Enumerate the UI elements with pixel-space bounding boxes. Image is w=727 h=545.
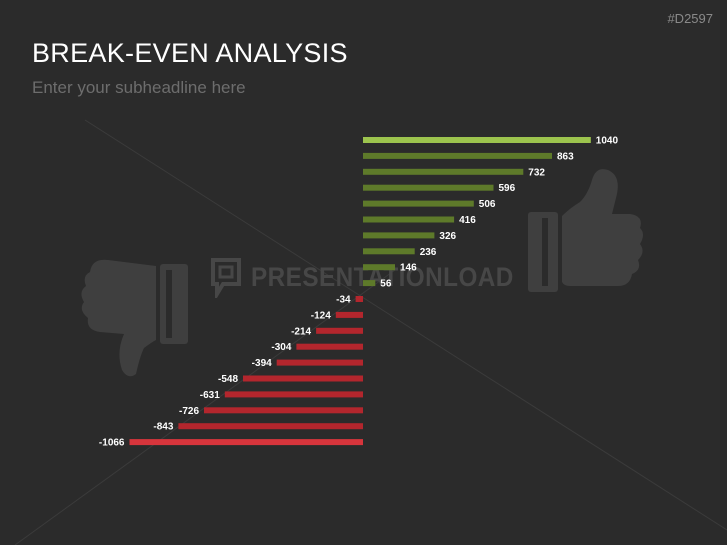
bar bbox=[363, 168, 524, 175]
bar-value-label: -304 bbox=[271, 342, 291, 353]
bar bbox=[363, 152, 552, 159]
bar bbox=[363, 264, 395, 271]
bar bbox=[276, 359, 363, 366]
bar bbox=[355, 296, 363, 302]
bar bbox=[129, 439, 363, 446]
bar-value-label: -34 bbox=[336, 295, 351, 306]
thumbs-up-icon bbox=[528, 169, 643, 292]
bar-value-label: 863 bbox=[557, 151, 574, 162]
bar bbox=[178, 423, 363, 430]
bar-value-label: -394 bbox=[252, 358, 272, 369]
bar-value-label: 506 bbox=[479, 199, 496, 210]
bar bbox=[204, 407, 363, 414]
bar-value-label: -548 bbox=[218, 374, 238, 385]
bar bbox=[224, 391, 363, 398]
bar bbox=[243, 375, 363, 382]
bar-value-label: 236 bbox=[420, 247, 437, 258]
bar bbox=[296, 343, 363, 350]
bar bbox=[363, 137, 591, 143]
bar bbox=[316, 327, 363, 334]
bar-value-label: -631 bbox=[200, 390, 220, 401]
bar-value-label: -214 bbox=[291, 326, 311, 337]
bar bbox=[363, 248, 415, 255]
bar bbox=[363, 232, 435, 239]
bar-value-label: -843 bbox=[153, 422, 173, 433]
page-title: BREAK-EVEN ANALYSIS bbox=[32, 38, 348, 68]
bar-value-label: 326 bbox=[439, 231, 456, 242]
bar-value-label: -124 bbox=[311, 310, 331, 321]
bar-value-label: 416 bbox=[459, 215, 476, 226]
bar-value-label: 596 bbox=[499, 183, 516, 194]
slide-code: #D2597 bbox=[667, 11, 713, 26]
bar-value-label: 732 bbox=[528, 167, 545, 178]
bar-value-label: 1040 bbox=[596, 136, 619, 147]
bar bbox=[363, 216, 455, 223]
page-subtitle: Enter your subheadline here bbox=[32, 78, 246, 97]
bar-value-label: 146 bbox=[400, 263, 417, 274]
thumbs-down-icon bbox=[81, 259, 188, 377]
bar-value-label: -726 bbox=[179, 406, 199, 417]
presentationload-logo-icon bbox=[211, 258, 241, 298]
bar bbox=[335, 311, 363, 318]
bar-value-label: -1066 bbox=[99, 438, 125, 449]
bar bbox=[363, 280, 376, 287]
bar bbox=[363, 184, 494, 191]
bar-value-label: 56 bbox=[380, 279, 392, 290]
bar bbox=[363, 200, 474, 207]
